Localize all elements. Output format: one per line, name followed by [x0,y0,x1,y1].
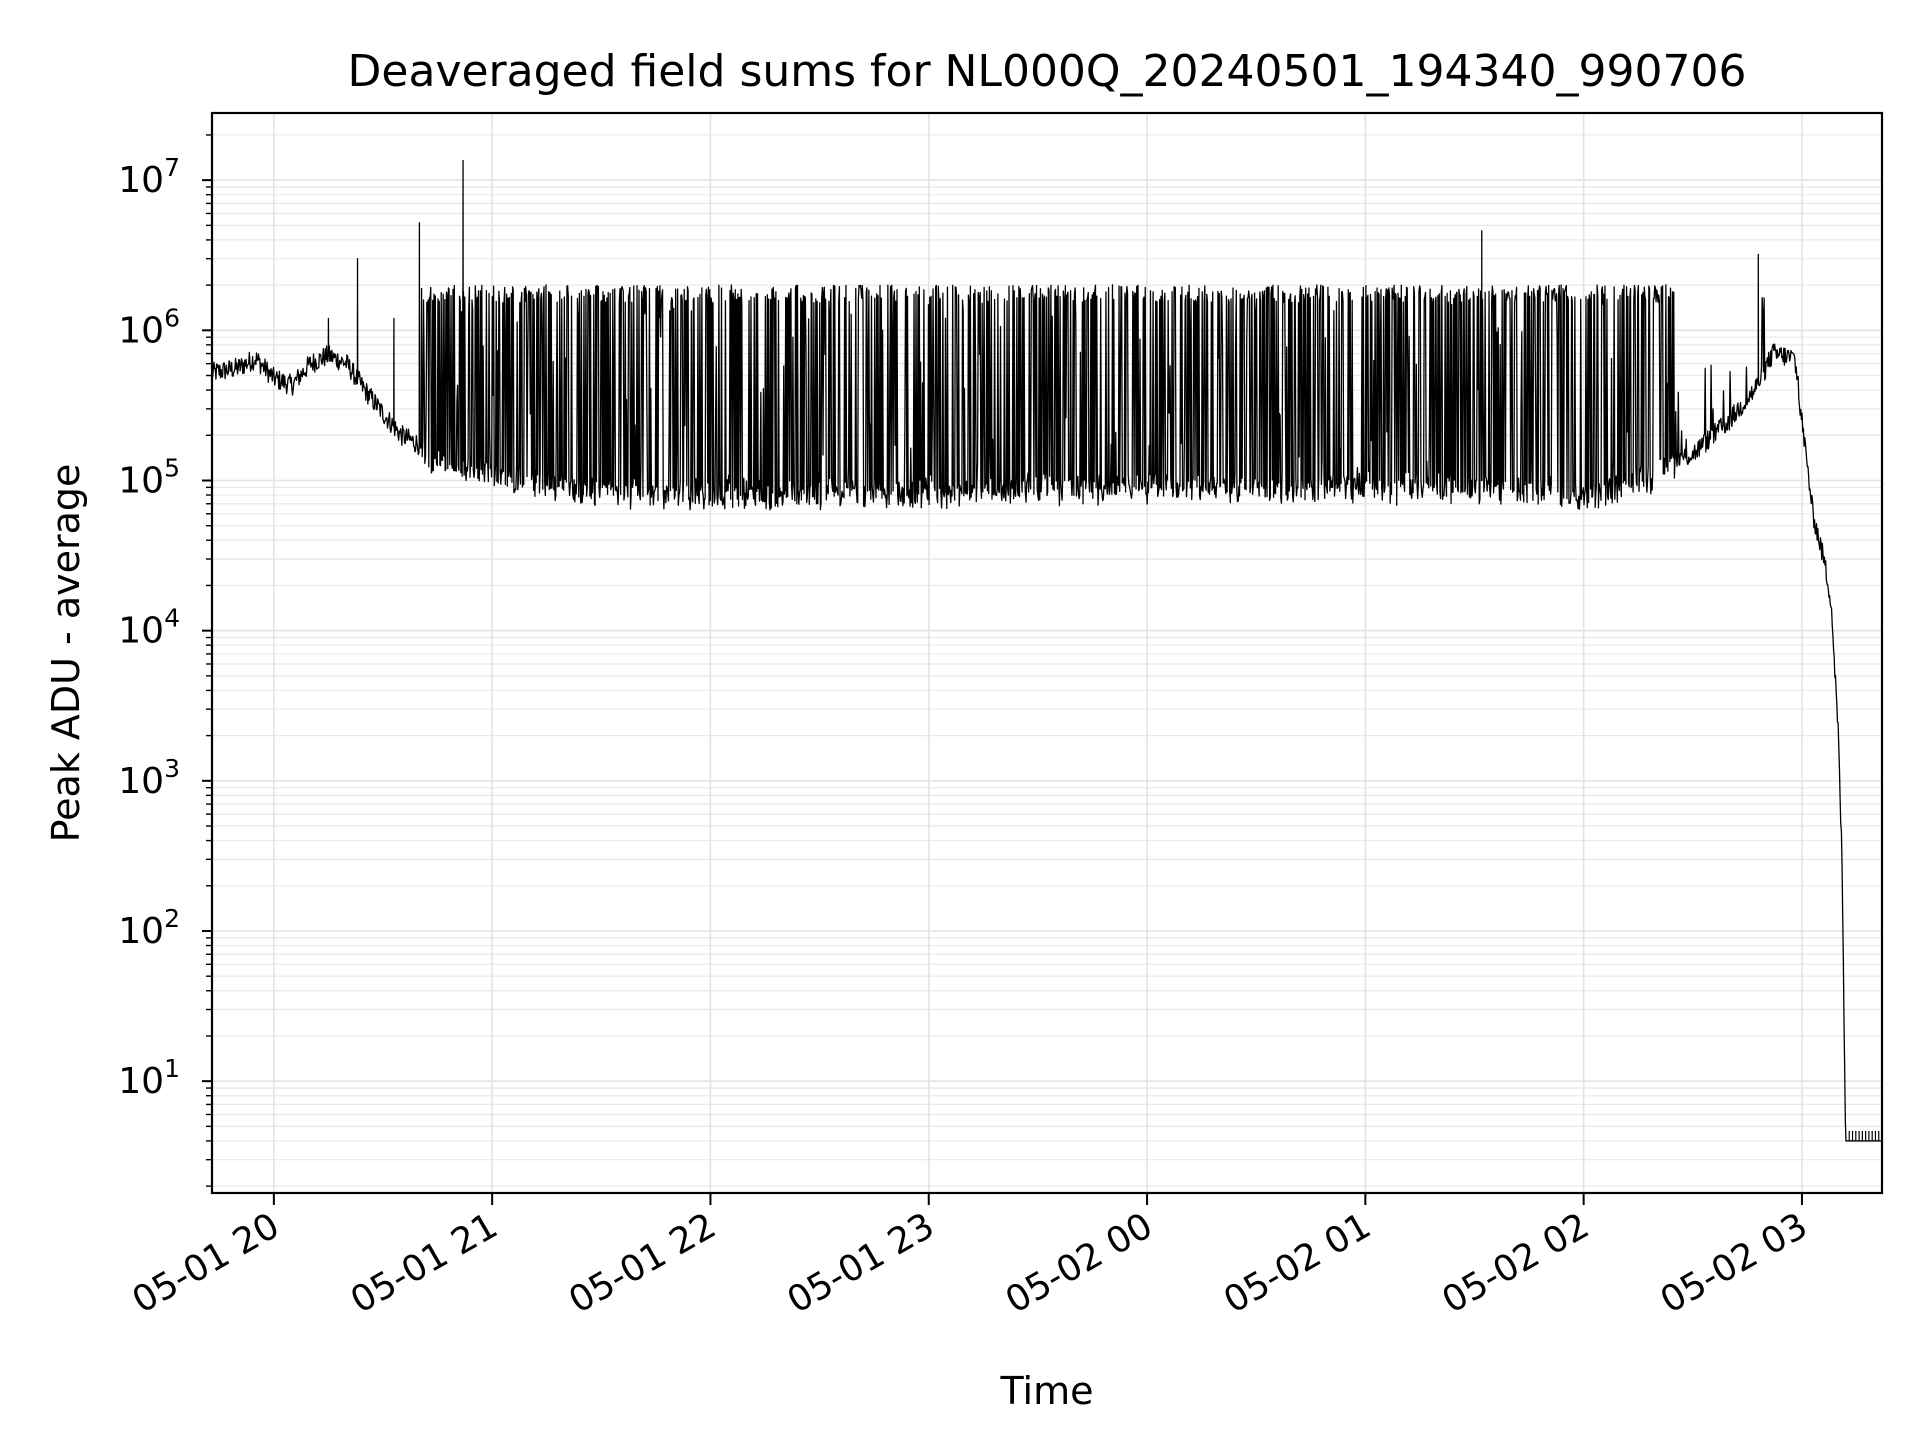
y-tick-label: 106 [118,303,180,351]
x-axis-label: Time [1000,1369,1094,1413]
x-tick-label: 05-01 20 [126,1205,287,1321]
series-line [211,159,1883,1142]
y-tick-labels: 101 102 103 104 105 106 107 [118,153,180,1102]
x-tick-label: 05-02 00 [999,1205,1160,1321]
x-tick-label: 05-01 23 [781,1205,942,1321]
y-tick-label: 102 [118,904,180,952]
chart-title: Deaveraged field sums for NL000Q_2024050… [348,46,1747,97]
y-tick-label: 105 [118,453,180,501]
y-axis-label: Peak ADU - average [44,464,88,843]
plot-frame [210,111,1884,1195]
x-tick-label: 05-02 01 [1217,1205,1378,1321]
x-tick-labels: 05-01 20 05-01 21 05-01 22 05-01 23 05-02 00… [126,1205,1815,1321]
series-path [211,159,1882,1142]
y-tick-label: 101 [118,1054,180,1102]
x-tick-label: 05-02 03 [1654,1205,1815,1321]
x-tick-label: 05-02 02 [1435,1205,1596,1321]
x-tick-label: 05-01 21 [344,1205,505,1321]
axis-ticks [202,134,1803,1205]
y-tick-label: 104 [118,604,180,652]
x-tick-label: 05-01 22 [562,1205,723,1321]
y-tick-label: 107 [118,153,180,201]
y-tick-label: 103 [118,754,180,802]
